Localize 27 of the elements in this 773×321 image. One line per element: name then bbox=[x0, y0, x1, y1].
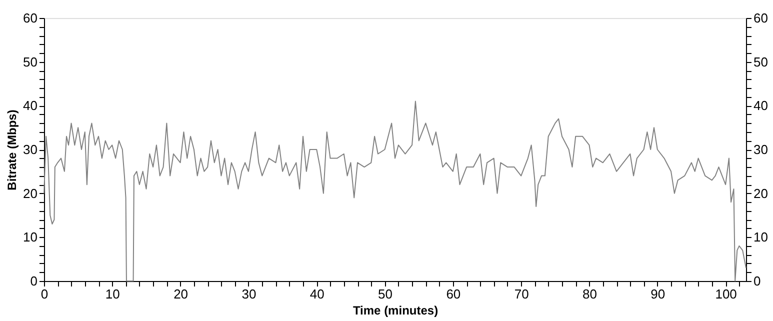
x-tick-label: 50 bbox=[378, 286, 393, 302]
y2-tick-label: 10 bbox=[754, 230, 768, 245]
x-tick-label: 40 bbox=[310, 286, 324, 302]
x-tick-label: 20 bbox=[174, 286, 188, 302]
y-tick-label: 30 bbox=[23, 142, 38, 157]
x-tick-label: 70 bbox=[514, 286, 529, 302]
y-axis-title: Bitrate (Mbps) bbox=[5, 110, 20, 190]
y2-tick-label: 60 bbox=[754, 10, 768, 26]
y2-tick-label: 40 bbox=[754, 98, 768, 114]
y-tick-label: 40 bbox=[23, 98, 38, 114]
x-tick-label: 0 bbox=[40, 286, 48, 302]
x-tick-label: 80 bbox=[582, 286, 597, 302]
x-tick-label: 10 bbox=[105, 286, 120, 302]
x-tick-label: 60 bbox=[446, 286, 461, 302]
x-tick-label: 100 bbox=[715, 286, 737, 302]
y-tick-label: 60 bbox=[23, 10, 38, 26]
y2-tick-label: 20 bbox=[754, 186, 768, 201]
y2-tick-label: 50 bbox=[754, 54, 768, 70]
y-tick-label: 0 bbox=[30, 274, 38, 288]
y-tick-label: 10 bbox=[23, 230, 38, 245]
x-tick-label: 90 bbox=[650, 286, 666, 302]
y2-tick-label: 30 bbox=[754, 142, 768, 157]
y-tick-label: 50 bbox=[23, 54, 38, 70]
x-axis-title: Time (minutes) bbox=[352, 304, 438, 318]
y-tick-label: 20 bbox=[23, 186, 38, 201]
x-tick-label: 30 bbox=[242, 286, 256, 302]
y2-tick-label: 0 bbox=[754, 274, 761, 288]
